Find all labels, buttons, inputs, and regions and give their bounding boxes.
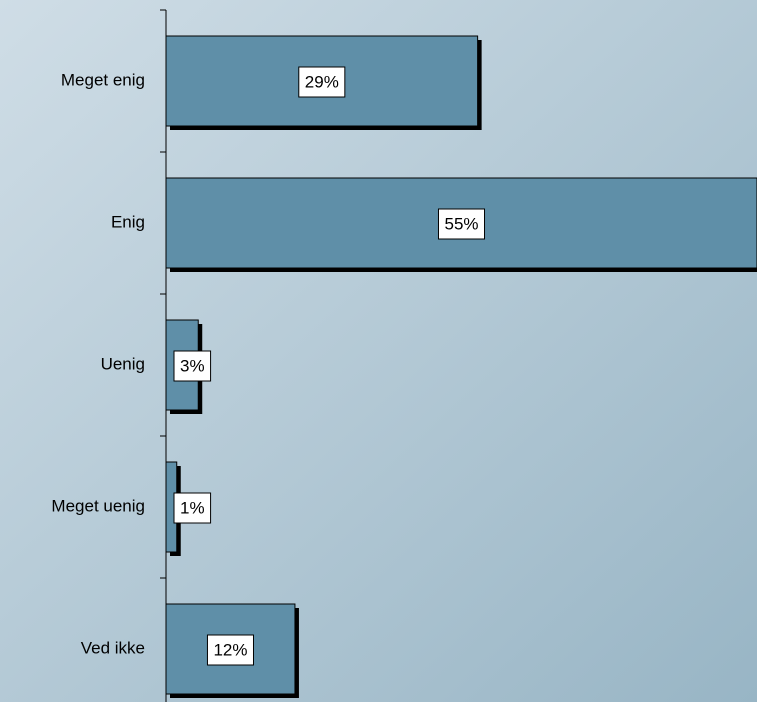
data-label: 55% xyxy=(444,214,478,233)
y-tick-label: Meget uenig xyxy=(51,496,145,515)
y-tick-label: Ved ikke xyxy=(81,638,145,657)
y-tick-label: Enig xyxy=(111,212,145,231)
data-label-box xyxy=(173,492,212,524)
y-tick-label: Meget enig xyxy=(61,70,145,89)
data-label-box xyxy=(437,208,486,240)
y-tick-label: Uenig xyxy=(101,354,145,373)
data-label-box xyxy=(173,350,212,382)
bar xyxy=(165,35,479,127)
data-label-box xyxy=(206,634,254,666)
data-label-box xyxy=(298,66,346,98)
data-label: 12% xyxy=(213,640,247,659)
data-label: 29% xyxy=(305,72,339,91)
data-label: 3% xyxy=(180,356,205,375)
data-label: 1% xyxy=(180,498,205,517)
